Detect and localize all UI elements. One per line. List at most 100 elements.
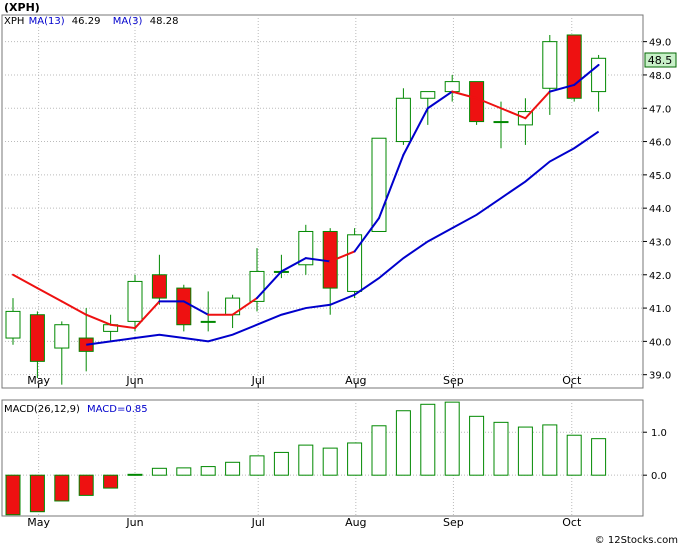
ma3-segment [353, 217, 380, 253]
legend-label: MA(13) [29, 16, 65, 27]
candles [5, 34, 607, 385]
macd-panel [1, 399, 644, 517]
macd-bar [127, 473, 143, 476]
candle-body [298, 230, 314, 266]
ma3-segment [402, 107, 429, 156]
ma13-line [86, 130, 600, 346]
candle-body [493, 121, 509, 124]
macd-bar [103, 474, 119, 489]
candle [395, 88, 411, 145]
macd-y-axis: 1.0 0.0 [643, 428, 667, 482]
price-month-gridlines [38, 15, 573, 388]
macd-bar [5, 474, 21, 516]
macd-bar [273, 451, 289, 476]
price-y-tick-label: 40.0 [649, 337, 671, 348]
candle [322, 228, 338, 315]
candle [542, 34, 558, 115]
ma3-line [12, 63, 600, 330]
candle [200, 291, 216, 332]
macd-bar [249, 455, 265, 476]
ma3-segment [378, 153, 405, 220]
ma3-segment [500, 107, 527, 120]
macd-bar [200, 466, 216, 476]
candle [54, 321, 70, 385]
price-y-tick-label: 39.0 [649, 371, 671, 382]
macd-bar [469, 415, 485, 476]
macd-x-tick-label: Sep [443, 516, 464, 529]
candle [176, 284, 192, 332]
legend-label: MA(3) [113, 16, 143, 27]
candle [5, 298, 21, 345]
macd-bar [322, 447, 338, 476]
candle [225, 294, 241, 329]
footer-credit: © 12Stocks.com [595, 535, 678, 546]
ma3-segment [12, 273, 39, 290]
price-gridlines [2, 41, 643, 376]
price-y-tick-label: 43.0 [649, 237, 671, 248]
candle [127, 274, 143, 332]
price-y-tick-label: 41.0 [649, 304, 671, 315]
macd-x-tick-label: Aug [345, 516, 366, 529]
macd-bar [493, 421, 509, 476]
candle-body [469, 81, 485, 123]
ma3-segment [475, 97, 502, 110]
candle-body [420, 91, 436, 99]
candle [347, 228, 363, 299]
price-y-tick-label: 45.0 [649, 171, 671, 182]
price-y-tick-label: 48.0 [649, 71, 671, 82]
price-y-tick-label: 42.0 [649, 271, 671, 282]
ma3-segment [426, 90, 454, 110]
ma3-segment [109, 323, 136, 330]
candle-body [395, 97, 411, 143]
legend-value: 46.29 [72, 16, 101, 27]
ma3-segment [304, 257, 332, 263]
price-y-tick-label: 46.0 [649, 138, 671, 149]
price-y-tick-label: 49.0 [649, 38, 671, 49]
price-y-tick-label: 44.0 [649, 204, 671, 215]
ma3-segment [524, 90, 551, 120]
macd-bars [5, 401, 607, 516]
price-x-tick-label: Aug [345, 374, 366, 387]
price-x-tick-label: Jun [125, 374, 143, 387]
ma3-segment [573, 63, 600, 86]
legend-label: XPH [4, 16, 24, 27]
macd-x-tick-label: Jun [125, 516, 143, 529]
candle [29, 311, 45, 379]
macd-bar [395, 410, 411, 476]
candle-body [200, 320, 216, 323]
ma3-segment [231, 297, 258, 316]
candle-body [176, 287, 192, 326]
candle [298, 224, 314, 275]
macd-bar [591, 438, 607, 476]
last-price-tag: 48.5 [644, 52, 677, 68]
price-y-tick-label: 47.0 [649, 104, 671, 115]
macd-bar [542, 424, 558, 476]
macd-value: MACD=0.85 [87, 404, 148, 415]
ma3-segment [134, 300, 161, 330]
macd-x-tick-label: Jul [251, 516, 265, 529]
price-x-tick-label: May [27, 374, 50, 387]
ma3-segment [280, 257, 307, 273]
macd-bar [78, 474, 94, 496]
candle-body [29, 314, 45, 362]
macd-bar [566, 434, 582, 476]
macd-bar [29, 474, 45, 513]
candle-body [347, 234, 363, 292]
macd-bar [298, 444, 314, 476]
price-legend: XPH MA(13) 46.29 MA(3) 48.28 [4, 16, 178, 27]
macd-title: MACD(26,12,9) [4, 404, 80, 415]
price-x-tick-label: Sep [443, 374, 464, 387]
macd-bar [225, 461, 241, 476]
macd-bar [347, 442, 363, 476]
macd-x-tick-label: Oct [562, 516, 582, 529]
candle-body [444, 81, 460, 93]
ma3-segment [182, 300, 210, 316]
price-x-tick-label: Oct [562, 374, 582, 387]
price-y-axis: 39.0 40.0 41.0 42.0 43.0 44.0 45.0 46.0 47.0 48.0… [643, 38, 671, 382]
symbol-title: (XPH) [4, 1, 40, 14]
ma3-segment [60, 300, 88, 316]
candle-body [54, 324, 70, 349]
ma3-segment [85, 313, 112, 326]
candle [493, 101, 509, 149]
candle-body [127, 280, 143, 322]
